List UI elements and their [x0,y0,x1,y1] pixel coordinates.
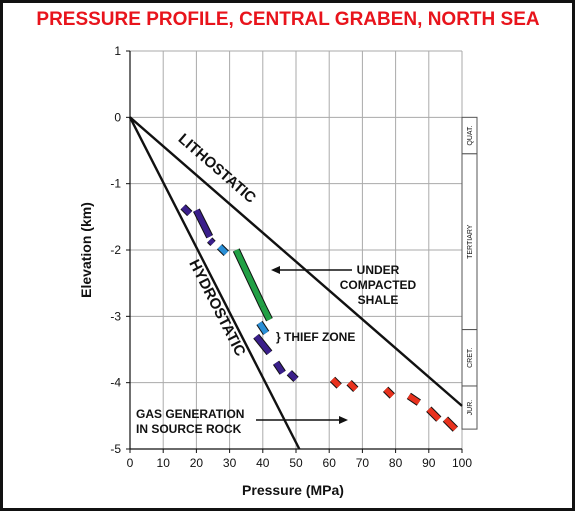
x-tick-label: 100 [452,456,472,470]
measurement-segment [181,204,192,216]
x-tick-label: 50 [289,456,303,470]
series-line [129,116,463,407]
strat-label: TERTIARY [467,224,474,259]
y-tick-label: 0 [114,110,121,124]
x-tick-label: 90 [422,456,436,470]
measurement-segment [426,407,441,422]
y-tick-label: -5 [110,442,121,456]
y-tick-label: -3 [110,309,121,323]
stratigraphic-column: QUAT. TERTIARY CRET. JUR. [461,116,478,430]
x-tick-label: 30 [223,456,237,470]
x-tick-label: 0 [127,456,134,470]
y-tick-label: -4 [110,376,121,390]
measurement-segment [207,238,215,246]
grid [129,50,463,450]
hydrostatic-label: HYDROSTATIC [185,257,248,359]
under-compacted-label: SHALE [358,293,399,307]
measurement-segment [443,417,458,432]
measurement-segment [287,370,298,382]
measurement-segment [257,321,269,335]
x-tick-label: 80 [389,456,403,470]
measurement-segment [233,248,266,308]
gas-generation-label: IN SOURCE ROCK [136,422,242,436]
measurement-segment [217,244,229,256]
strat-interval [461,385,478,430]
measurement-segment [273,361,286,375]
measurement-segment [260,305,272,321]
y-tick-label: 1 [114,44,121,58]
x-axis-label: Pressure (MPa) [242,482,344,498]
measurement-segment [383,387,395,398]
x-tick-label: 60 [323,456,337,470]
x-tick-label: 20 [190,456,204,470]
x-tick-label: 70 [356,456,370,470]
gas-generation-arrow-head [339,416,348,424]
strat-label: JUR. [467,400,474,416]
under-compacted-label: UNDER [357,263,400,277]
x-tick-label: 40 [256,456,270,470]
gas-generation-label: GAS GENERATION [136,407,244,421]
under-compacted-label: COMPACTED [340,278,417,292]
thief-zone-label: } THIEF ZONE [276,330,355,344]
y-tick-label: -2 [110,243,121,257]
strat-label: QUAT. [467,125,474,145]
measurement-segment [407,393,421,405]
measurement-segment [254,334,272,355]
pressure-measurements [180,204,459,432]
pressure-lines [128,116,463,450]
chart-title: PRESSURE PROFILE, CENTRAL GRABEN, NORTH … [36,9,539,30]
strat-label: CRET. [467,348,474,368]
y-tick-label: -1 [110,177,121,191]
measurement-segment [330,377,342,388]
measurement-segment [193,208,213,238]
y-axis-label: Elevation (km) [78,202,94,298]
measurement-segment [347,380,358,392]
under-compacted-arrow-head [271,266,280,274]
x-tick-label: 10 [157,456,171,470]
series-line [128,116,301,450]
